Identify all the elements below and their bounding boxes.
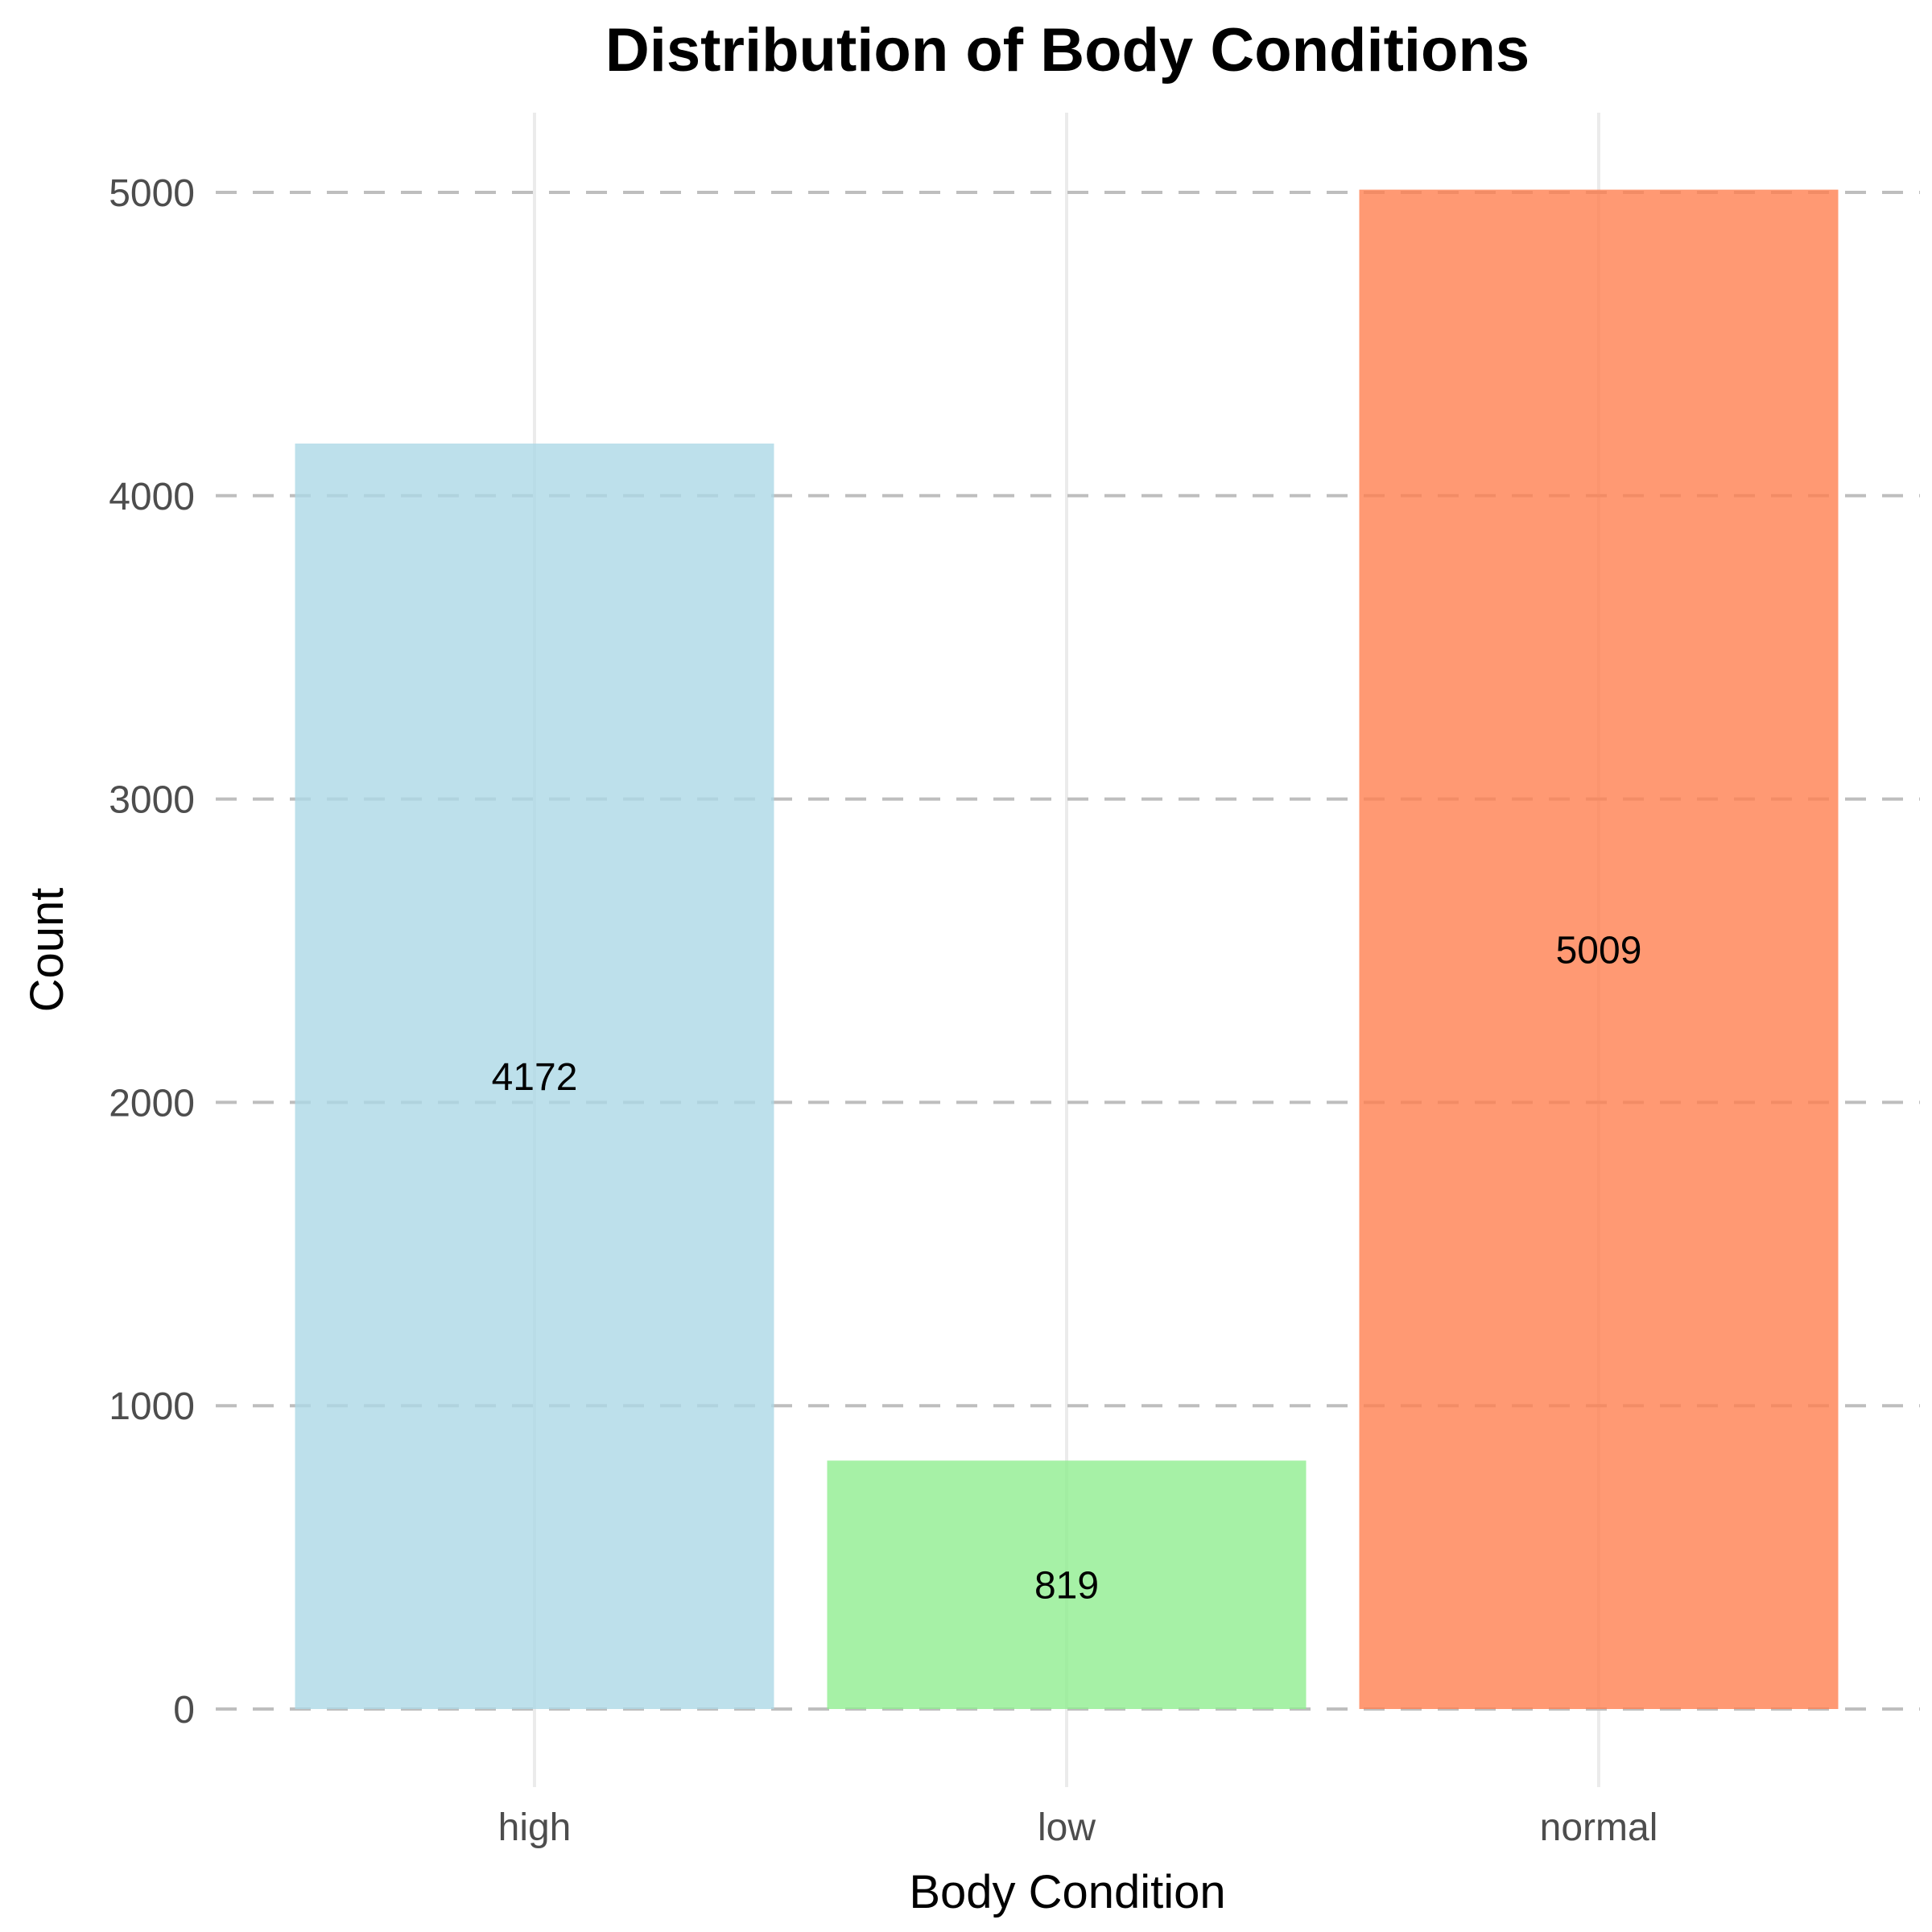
bar-low (827, 1460, 1307, 1709)
x-tick-label-high: high (498, 1806, 572, 1849)
x-tick-label-normal: normal (1540, 1806, 1658, 1849)
y-tick-label: 4000 (109, 476, 195, 518)
data-label-normal: 5009 (1556, 929, 1642, 972)
x-tick-label-low: low (1038, 1806, 1096, 1849)
bar-normal (1359, 189, 1839, 1710)
y-tick-label: 1000 (109, 1385, 195, 1428)
data-labels: 4172 819 5009 (492, 929, 1642, 1607)
data-label-low: 819 (1034, 1565, 1099, 1608)
chart-title: Distribution of Body Conditions (605, 16, 1530, 85)
y-tick-label: 5000 (109, 172, 195, 215)
y-tick-label: 0 (173, 1689, 195, 1732)
x-axis-ticks: high low normal (498, 1806, 1658, 1849)
y-tick-label: 3000 (109, 779, 195, 822)
x-axis-label: Body Condition (909, 1866, 1225, 1918)
y-axis-ticks: 0 1000 2000 3000 4000 5000 (109, 172, 195, 1732)
data-label-high: 4172 (492, 1056, 578, 1099)
bars (295, 189, 1839, 1710)
bar-high (295, 443, 774, 1709)
y-tick-label: 2000 (109, 1082, 195, 1125)
y-axis-label: Count (21, 888, 73, 1013)
